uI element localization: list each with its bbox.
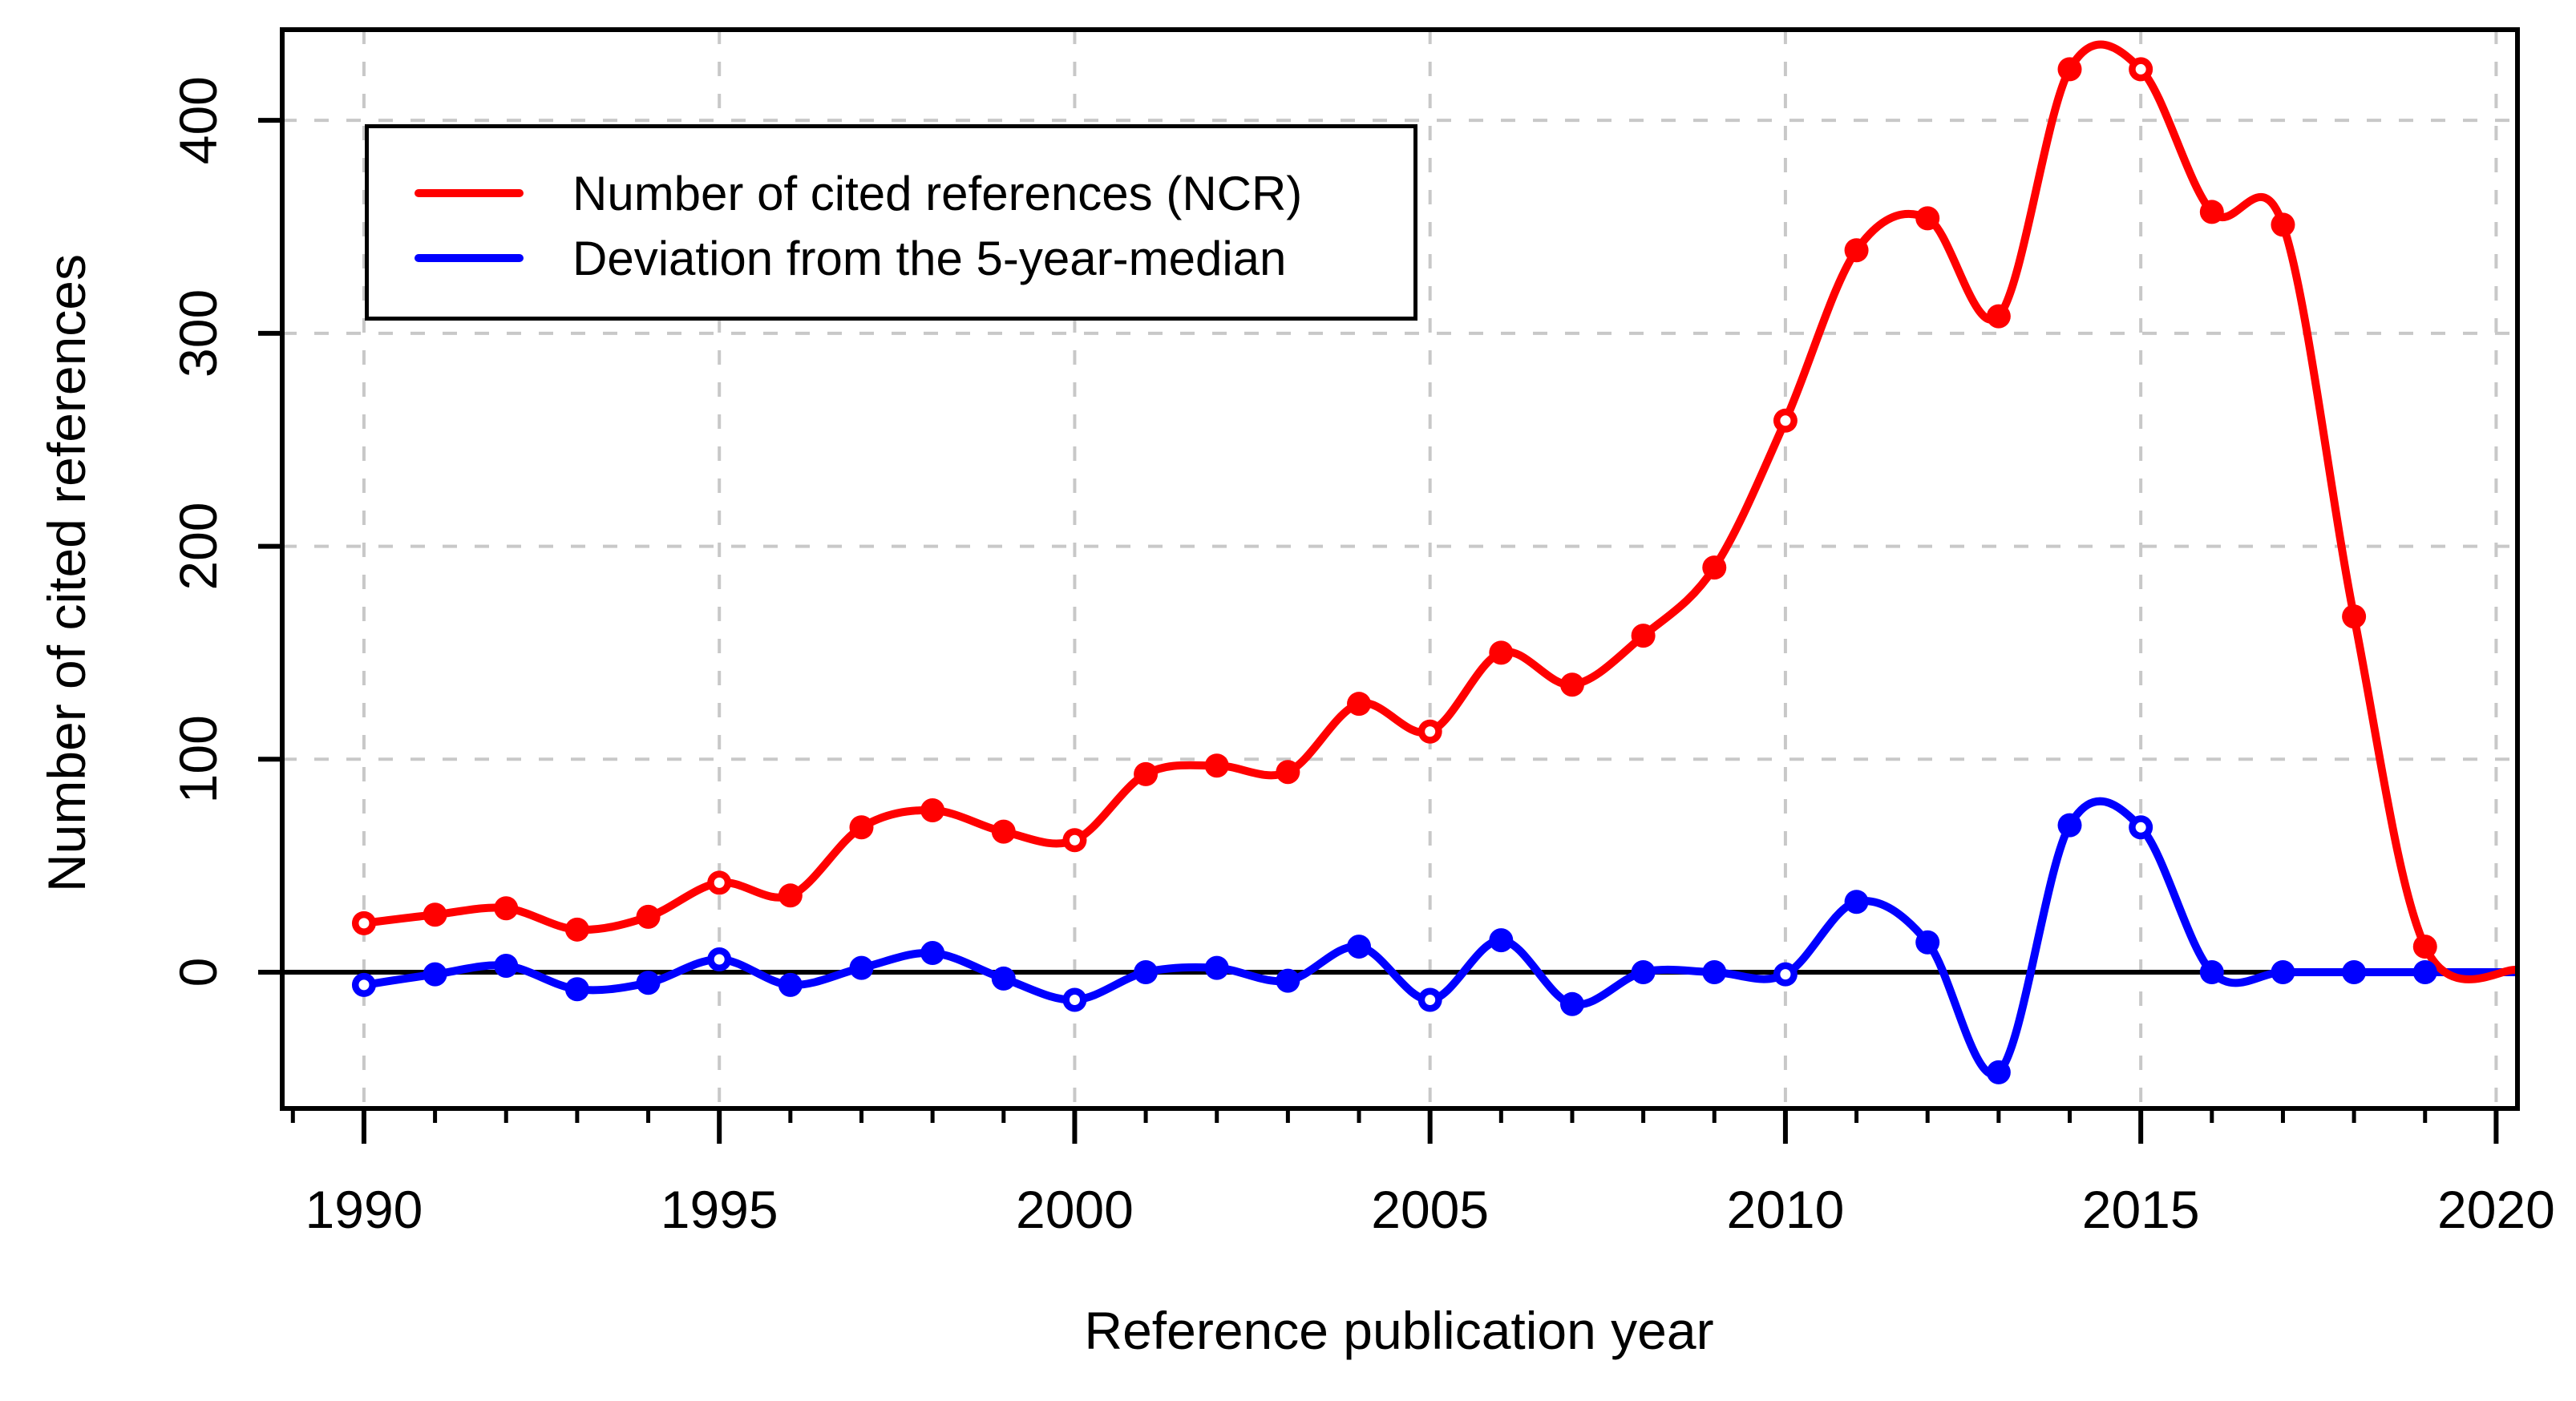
y-axis-title: Number of cited references: [37, 253, 96, 893]
y-tick-label-0: 0: [168, 958, 228, 987]
legend-label-ncr: Number of cited references (NCR): [572, 166, 1303, 220]
x-tick-label-2015: 2015: [2082, 1180, 2200, 1239]
y-tick-label-100: 100: [168, 715, 228, 803]
legend-label-deviation: Deviation from the 5-year-median: [572, 231, 1287, 285]
x-axis-title: Reference publication year: [1084, 1301, 1714, 1360]
data-point-markers: [351, 57, 2437, 1084]
x-tick-label-2005: 2005: [1371, 1180, 1489, 1239]
x-tick-label-2020: 2020: [2437, 1180, 2555, 1239]
x-tick-label-2010: 2010: [1727, 1180, 1845, 1239]
y-tick-label-300: 300: [168, 289, 228, 378]
y-tick-label-200: 200: [168, 503, 228, 591]
legend-entry-ncr: Number of cited references (NCR): [369, 166, 1413, 220]
y-tick-labels: 0 100 200 300 400: [168, 76, 228, 987]
x-tick-label-1995: 1995: [661, 1180, 778, 1239]
legend-line-sample-red: [415, 189, 524, 197]
y-tick-label-400: 400: [168, 76, 228, 164]
x-tick-labels: 1990 1995 2000 2005 2010 2015 2020: [305, 1180, 2555, 1239]
legend-box: Number of cited references (NCR) Deviati…: [365, 124, 1417, 321]
legend-entry-deviation: Deviation from the 5-year-median: [369, 231, 1413, 285]
legend-line-sample-blue: [415, 254, 524, 262]
plot-border: [280, 27, 2520, 1111]
x-tick-label-1990: 1990: [305, 1180, 423, 1239]
curve-deviation: [359, 797, 2517, 1079]
axis-ticks: [258, 118, 2499, 1144]
x-tick-label-2000: 2000: [1016, 1180, 1134, 1239]
